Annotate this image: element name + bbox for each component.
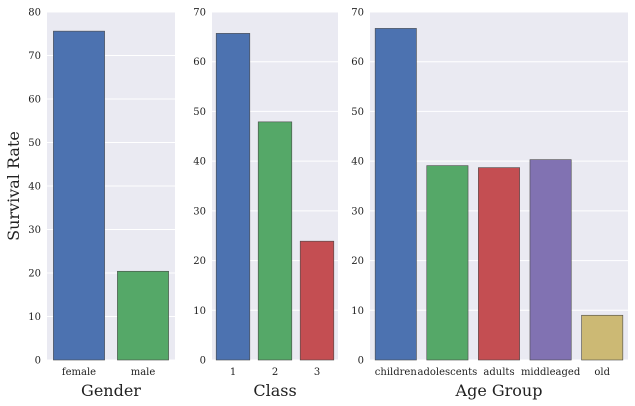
- class-bar-2: [257, 121, 293, 361]
- gender-x-axis-label: Gender: [81, 381, 141, 400]
- gender-x-tick-label: male: [131, 367, 156, 378]
- age-group-y-tick-label: 0: [358, 356, 364, 367]
- gender-y-tick-label: 10: [28, 312, 41, 323]
- age-group-y-tick-label: 50: [351, 107, 364, 118]
- gender-x-tick-label: female: [62, 367, 96, 378]
- age-group-x-tick-label: adults: [483, 367, 514, 378]
- class-bar-3: [299, 240, 335, 361]
- age-group-bar-middleaged: [529, 159, 572, 361]
- age-group-bar-adults: [478, 167, 520, 361]
- class-chart: 0 10 20 30 40 50 60 70 1 2 3 Class: [193, 8, 338, 400]
- class-y-tick-label: 40: [193, 157, 206, 168]
- age-group-x-tick-label: old: [594, 367, 610, 378]
- age-group-chart: 0 10 20 30 40 50 60 70 children adolescents adults…: [351, 8, 628, 400]
- gender-y-tick-label: 20: [28, 269, 41, 280]
- class-y-tick-label: 70: [193, 8, 206, 19]
- age-group-y-tick-label: 40: [351, 157, 364, 168]
- y-axis-label: Survival Rate: [4, 131, 23, 241]
- age-group-y-tick-label: 20: [351, 256, 364, 267]
- gender-y-tick-label: 60: [28, 95, 41, 106]
- age-group-x-tick-label: adolescents: [418, 367, 478, 378]
- gender-y-tick-label: 80: [28, 8, 41, 19]
- class-y-tick-label: 20: [193, 256, 206, 267]
- age-group-y-tick-label: 60: [351, 57, 364, 68]
- class-y-tick-label: 60: [193, 57, 206, 68]
- gender-bar-male: [117, 270, 169, 361]
- class-y-tick-label: 0: [200, 356, 206, 367]
- age-group-x-tick-label: middleaged: [521, 367, 581, 378]
- gender-y-tick-label: 30: [28, 225, 41, 236]
- age-group-y-tick-label: 30: [351, 206, 364, 217]
- gender-y-tick-label: 40: [28, 182, 41, 193]
- class-y-tick-label: 50: [193, 107, 206, 118]
- gender-chart: 0 10 20 30 40 50 60 70 80 female male Gender: [28, 8, 175, 400]
- class-y-tick-label: 30: [193, 206, 206, 217]
- age-group-x-tick-label: children: [375, 367, 418, 378]
- age-group-bar-old: [581, 314, 624, 361]
- class-x-tick-label: 3: [314, 367, 320, 378]
- age-group-y-tick-label: 70: [351, 8, 364, 19]
- gender-y-tick-label: 50: [28, 138, 41, 149]
- gender-bar-female: [53, 30, 105, 361]
- class-bar-1: [215, 33, 251, 361]
- age-group-bar-children: [374, 28, 417, 361]
- gender-y-tick-label: 70: [28, 51, 41, 62]
- gender-y-tick-label: 0: [35, 356, 41, 367]
- class-x-tick-label: 2: [272, 367, 278, 378]
- age-group-y-tick-label: 10: [351, 306, 364, 317]
- class-y-tick-label: 10: [193, 306, 206, 317]
- age-group-x-axis-label: Age Group: [455, 381, 543, 400]
- age-group-bar-adolescents: [426, 165, 469, 361]
- class-x-tick-label: 1: [230, 367, 236, 378]
- class-x-axis-label: Class: [253, 381, 296, 400]
